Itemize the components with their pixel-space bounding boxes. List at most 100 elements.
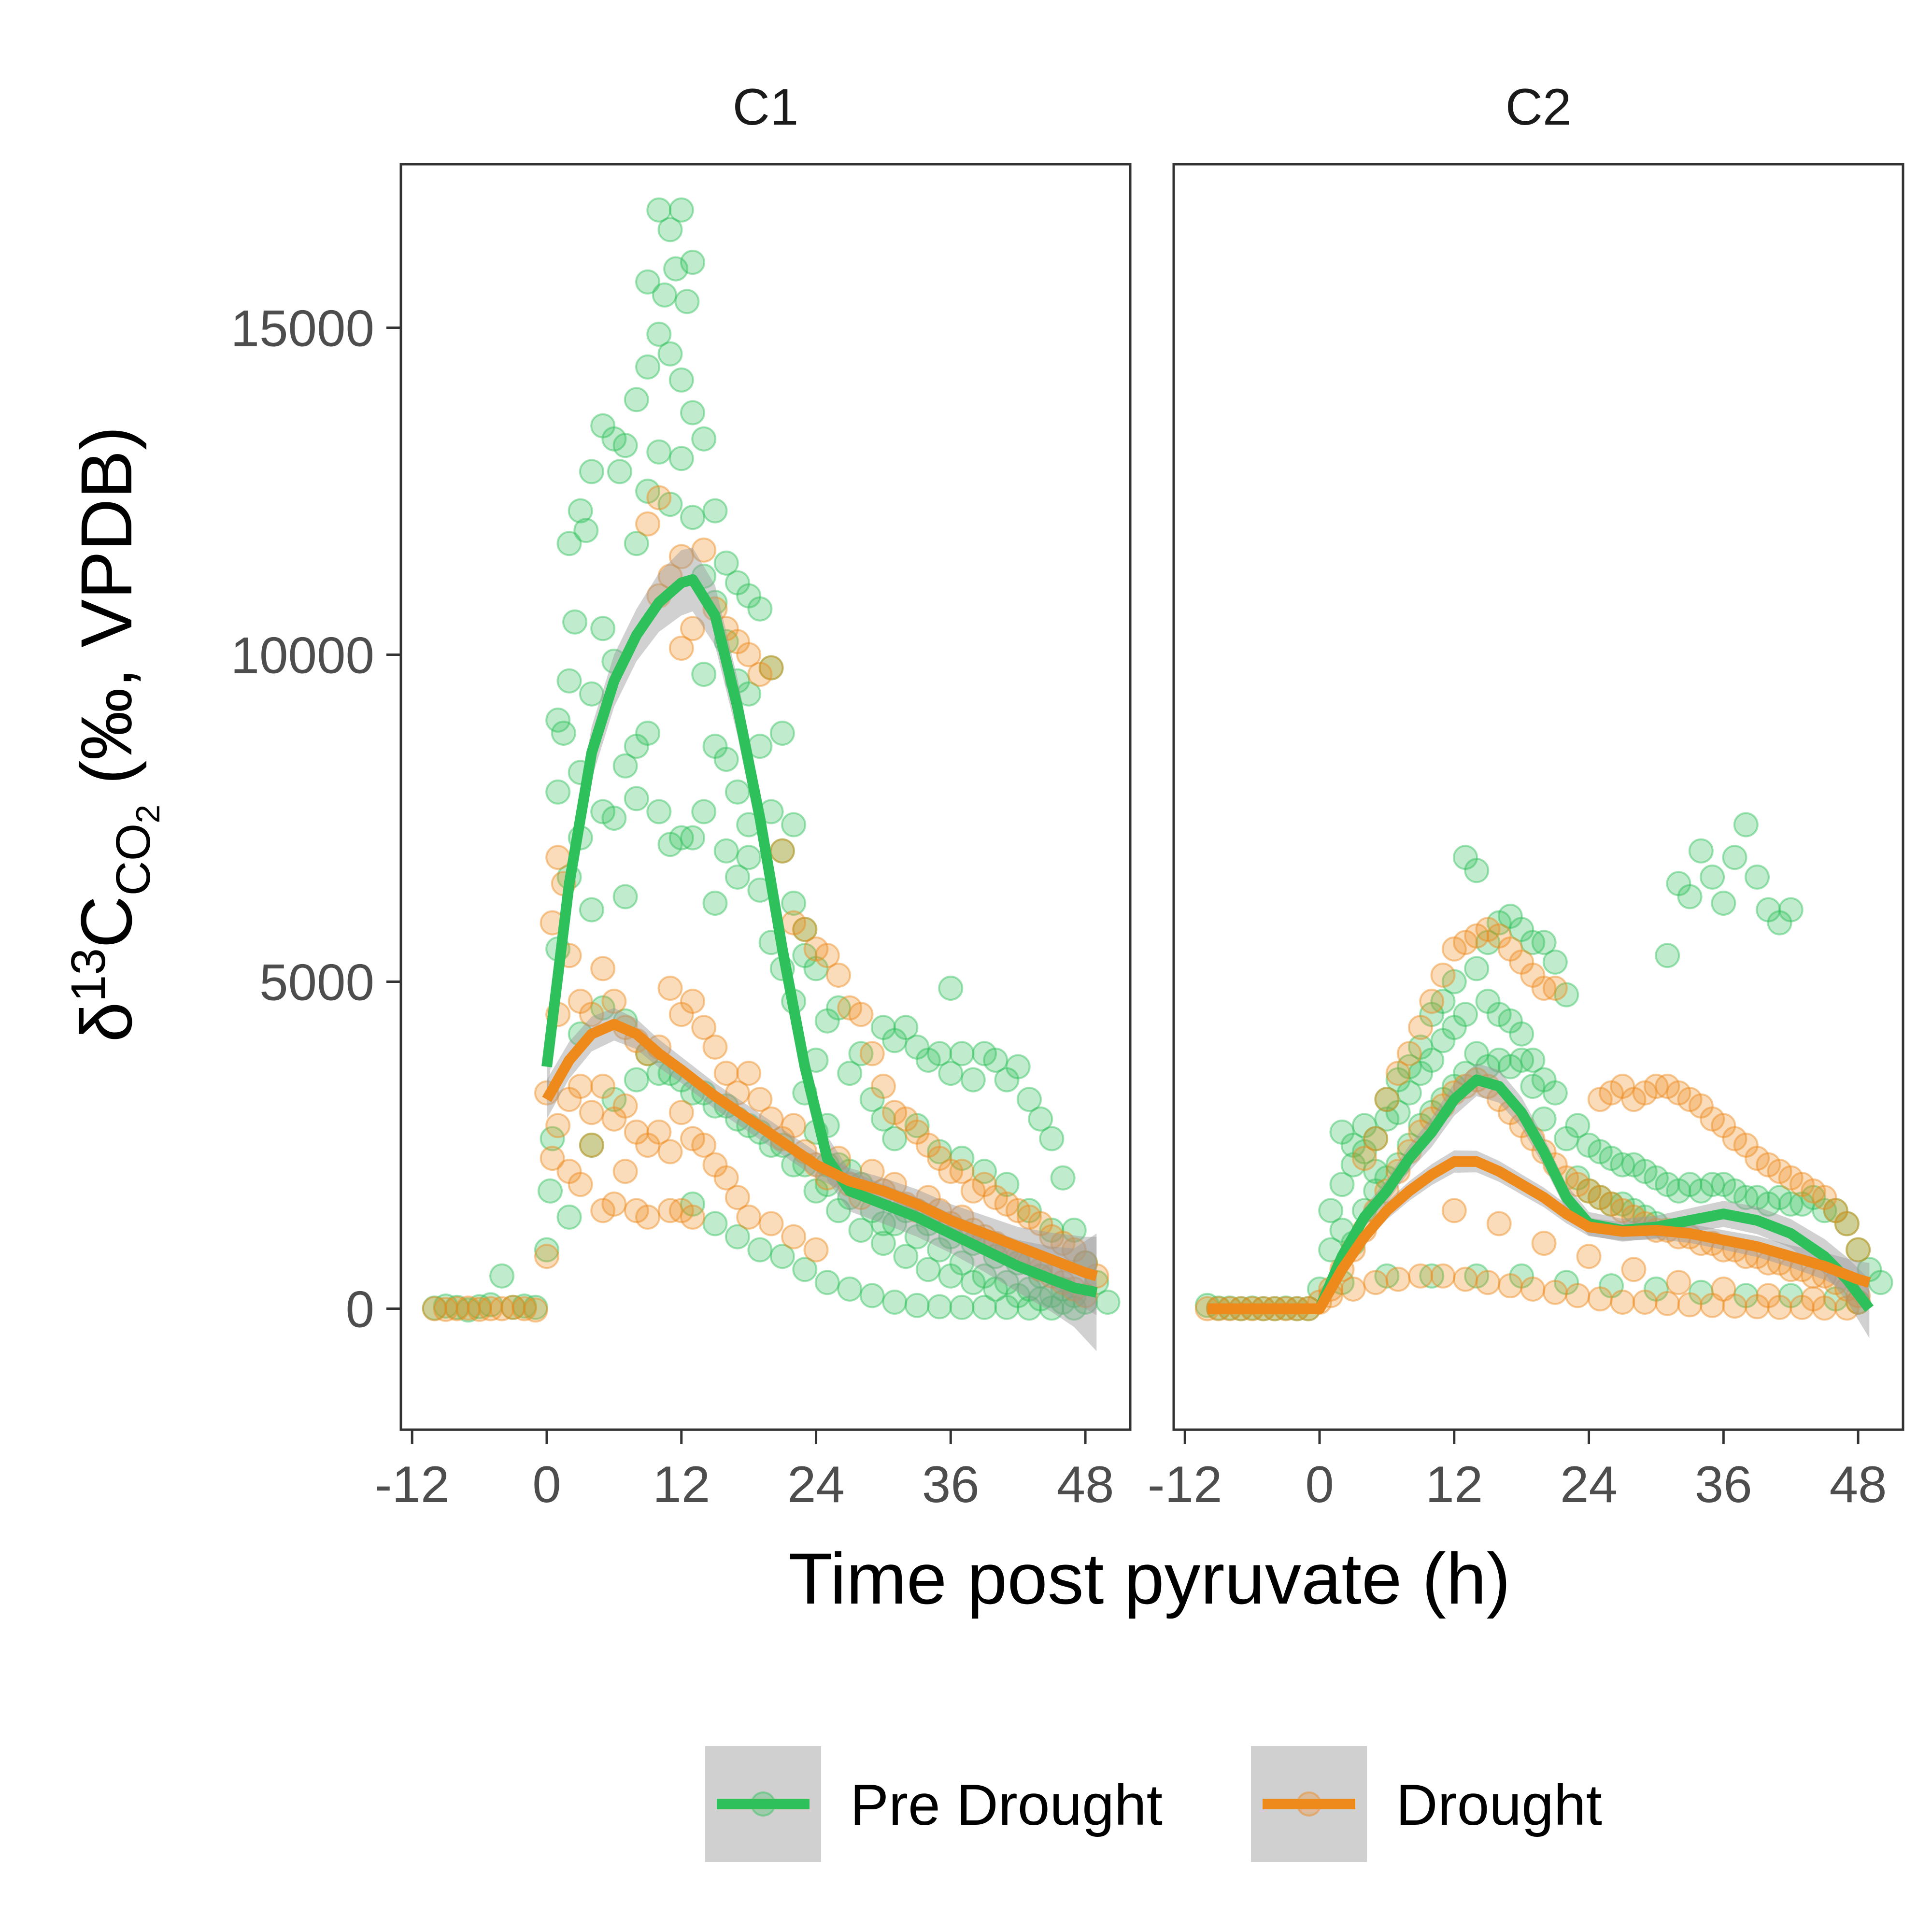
x-tick-label: 24 [787,1455,845,1513]
data-point [1565,1165,1591,1191]
data-point [601,806,627,831]
data-point [1497,904,1523,929]
data-point [1722,1178,1747,1204]
data-point [540,1146,565,1171]
panel-background [401,164,1130,1430]
data-point [1509,949,1534,975]
data-point [1711,1276,1736,1302]
y-axis-title-sub: CO [106,824,160,896]
data-point [1700,864,1725,890]
data-point [680,616,705,641]
data-point [938,1061,964,1086]
data-point [702,1211,728,1236]
data-point [1688,1093,1714,1119]
data-point [1464,1041,1490,1066]
data-point [949,1146,975,1171]
data-point [848,1041,874,1066]
data-point [1801,1178,1826,1204]
data-point [1756,1191,1781,1217]
data-point [927,1294,952,1320]
data-point [1061,1237,1087,1263]
data-point [607,459,632,484]
data-point [1688,838,1714,864]
data-point [668,197,694,223]
data-point [713,747,739,772]
data-point [1599,1080,1624,1106]
y-tick-label: 10000 [230,626,374,684]
data-point [433,1293,458,1319]
data-point [534,1244,559,1269]
data-point [949,1159,975,1184]
data-point [1812,1295,1837,1321]
data-point [1700,1106,1725,1132]
data-point [1745,864,1770,890]
data-point [1610,1290,1635,1315]
data-point [680,1204,705,1230]
data-point [1453,1002,1478,1027]
data-point [511,1296,537,1321]
data-point [1655,1074,1680,1099]
data-point [927,1041,952,1066]
data-point [668,367,694,393]
data-point [579,459,604,484]
data-point [927,1139,952,1165]
data-point [534,1237,559,1263]
data-point [467,1294,492,1320]
data-point [814,943,840,968]
data-point [1778,897,1804,923]
data-point [972,1294,997,1320]
data-point [1722,1126,1747,1151]
data-point [1531,1231,1557,1256]
x-tick-label: 12 [1425,1455,1483,1513]
y-tick-label: 5000 [259,953,374,1011]
data-point [1778,1191,1804,1217]
data-point [556,531,582,556]
data-point [612,753,638,779]
data-point [668,1198,694,1223]
data-point [826,1198,851,1223]
data-point [1351,1146,1377,1171]
data-point [1733,812,1759,838]
data-point [590,799,616,824]
svg-text:δ13CCO2 (‰, VPDB): δ13CCO2 (‰, VPDB) [61,426,167,1042]
data-point [792,917,818,942]
data-point [1509,917,1534,942]
data-point [1520,963,1546,988]
data-point [624,1119,649,1145]
x-tick-label: 36 [922,1455,980,1513]
data-point [1655,1291,1680,1316]
data-point [870,1015,896,1040]
data-point [1554,982,1579,1008]
data-point [994,1294,1020,1320]
data-point [713,550,739,576]
data-point [1385,1067,1411,1093]
data-point [1643,1276,1669,1302]
x-tick-label: 48 [1057,1455,1114,1513]
data-point [691,1133,717,1158]
data-point [837,1061,863,1086]
data-point [1812,1198,1837,1223]
data-point [624,734,649,759]
data-point [1610,1152,1635,1178]
y-axis-title: δ13CCO2 (‰, VPDB) [61,426,167,1042]
data-point [1756,897,1781,923]
data-point [1464,956,1490,981]
data-point [646,439,672,465]
data-point [1677,1172,1703,1197]
data-point [1441,1015,1467,1040]
data-point [1095,1290,1121,1315]
data-point [1599,1191,1624,1217]
data-point [1464,1263,1490,1289]
data-point [870,1074,896,1099]
panel-border [399,163,1132,1431]
data-point [1509,1048,1534,1073]
data-point [960,1067,986,1093]
data-point [1599,1191,1624,1217]
data-point [1028,1211,1053,1236]
data-point [1419,1048,1445,1073]
data-point [646,197,672,223]
data-point [612,433,638,458]
data-point [500,1294,526,1320]
data-point [635,1133,661,1158]
data-point [455,1295,481,1321]
